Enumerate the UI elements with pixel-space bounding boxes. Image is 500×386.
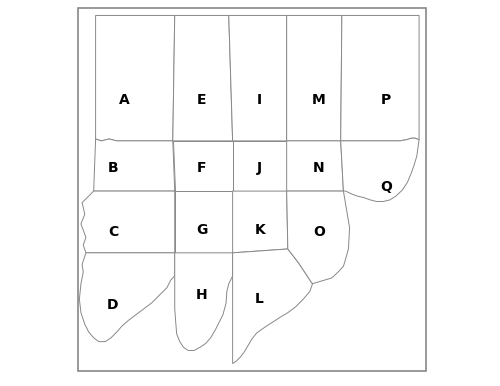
Polygon shape <box>229 15 286 141</box>
Polygon shape <box>173 141 233 191</box>
Text: N: N <box>313 161 324 175</box>
Polygon shape <box>340 15 419 141</box>
Polygon shape <box>81 191 174 253</box>
Text: A: A <box>119 93 130 107</box>
Text: M: M <box>312 93 326 107</box>
Polygon shape <box>232 191 288 253</box>
Text: C: C <box>108 225 118 239</box>
Text: E: E <box>197 93 206 107</box>
Polygon shape <box>174 191 233 253</box>
Text: P: P <box>380 93 391 107</box>
Text: G: G <box>196 223 207 237</box>
Text: Q: Q <box>380 180 392 194</box>
Text: L: L <box>255 292 264 306</box>
Polygon shape <box>286 15 342 141</box>
Text: I: I <box>257 93 262 107</box>
Polygon shape <box>340 138 419 201</box>
Text: J: J <box>257 161 262 175</box>
Text: F: F <box>197 161 206 175</box>
Polygon shape <box>80 253 174 342</box>
Text: D: D <box>107 298 118 312</box>
Text: H: H <box>196 288 207 302</box>
Text: O: O <box>313 225 324 239</box>
Text: K: K <box>254 223 265 237</box>
Polygon shape <box>173 15 233 141</box>
Text: B: B <box>108 161 118 175</box>
Polygon shape <box>286 141 344 191</box>
Polygon shape <box>94 139 174 191</box>
Polygon shape <box>232 249 312 364</box>
Polygon shape <box>174 253 233 350</box>
Polygon shape <box>232 141 286 191</box>
Polygon shape <box>286 191 350 284</box>
Polygon shape <box>96 15 174 141</box>
